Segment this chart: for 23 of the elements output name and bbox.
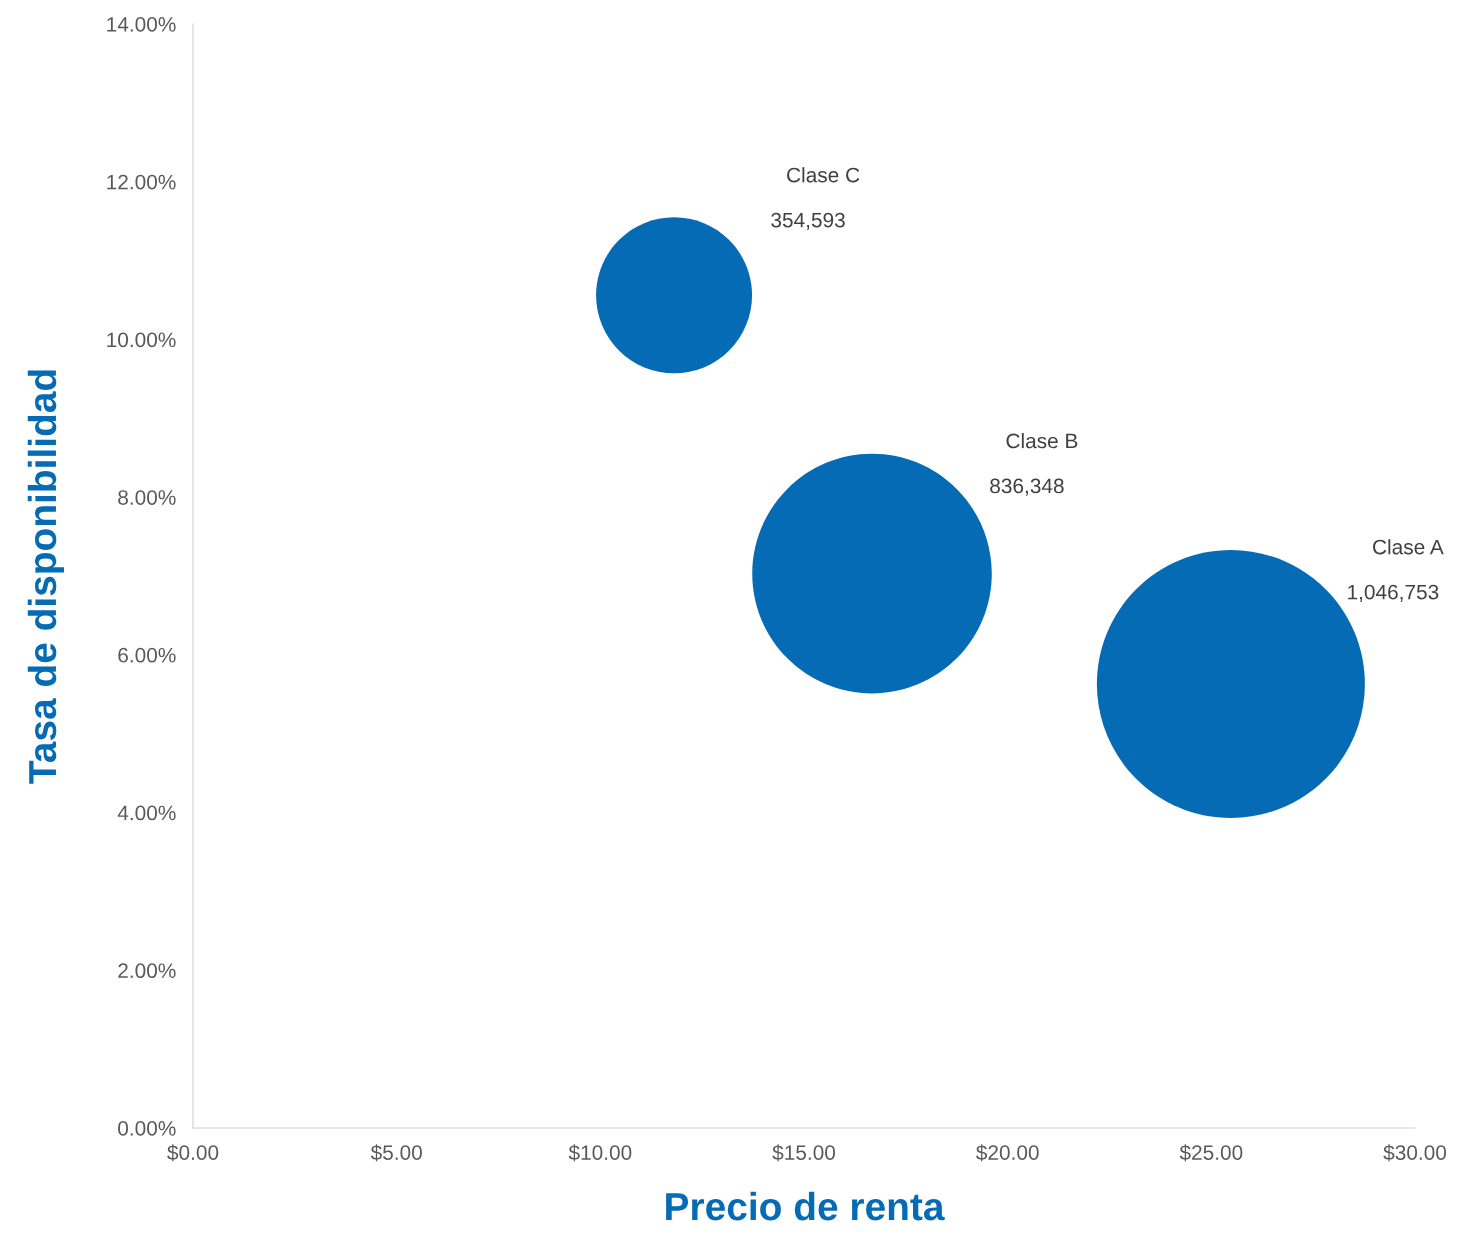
x-tick-label: $15.00: [772, 1144, 836, 1162]
y-tick-label: 14.00%: [107, 17, 176, 32]
y-tick-label: 6.00%: [118, 647, 176, 663]
y-axis-title: Tasa de disponibilidad: [27, 370, 65, 784]
x-tick-label: $30.00: [1383, 1144, 1447, 1162]
x-axis-title: Precio de renta: [666, 1191, 945, 1221]
x-tick-label: $5.00: [370, 1144, 422, 1162]
y-tick-label: 12.00%: [107, 174, 176, 190]
x-tick-label: $20.00: [976, 1144, 1039, 1162]
data-label: 836,348: [990, 478, 1064, 496]
data-label: 1,046,753: [1348, 584, 1439, 602]
text: Clase C: [787, 167, 860, 183]
y-tick-label: 0.00%: [118, 1121, 176, 1136]
y-tick-label: 2.00%: [118, 963, 176, 979]
x-tick-label: $25.00: [1179, 1144, 1243, 1162]
y-tick-label: 4.00%: [117, 805, 176, 821]
x-tick-label: $10.00: [568, 1144, 632, 1162]
y-tick-label: 10.00%: [107, 332, 176, 348]
x-tick-label: $0.00: [167, 1144, 219, 1162]
data-label: 354,593: [771, 212, 845, 230]
y-tick-label: 8.00%: [118, 490, 176, 505]
text: Clase A: [1373, 539, 1444, 555]
text: Clase B: [1006, 432, 1078, 449]
